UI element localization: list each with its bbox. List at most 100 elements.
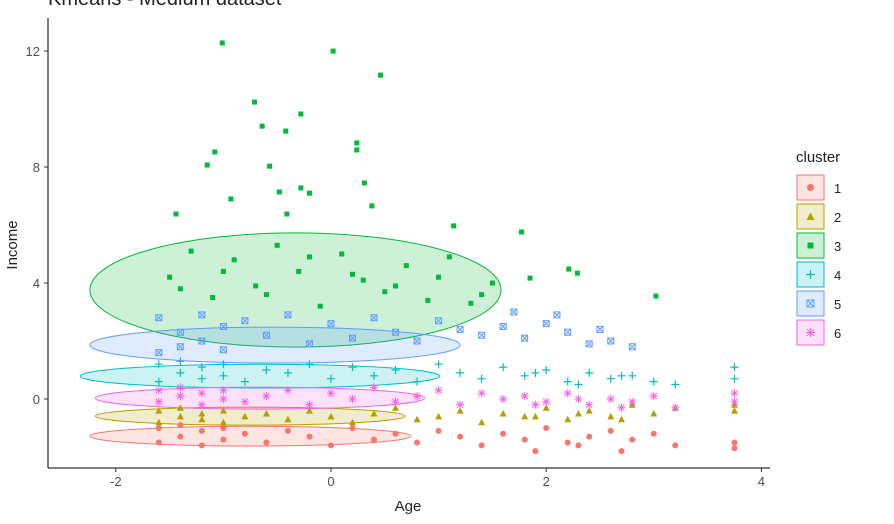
legend-symbol [806, 270, 815, 279]
point [392, 328, 400, 336]
point [456, 368, 465, 377]
point [274, 242, 280, 248]
point [543, 424, 550, 431]
point [219, 346, 227, 354]
legend-label: 1 [834, 181, 841, 196]
point [382, 289, 388, 295]
point [267, 163, 273, 169]
point [241, 317, 249, 325]
point [327, 442, 334, 449]
point [306, 433, 313, 440]
point [198, 442, 205, 449]
point [283, 368, 292, 377]
point [413, 337, 421, 345]
point [435, 427, 442, 434]
point [468, 300, 474, 306]
point [231, 257, 237, 263]
point [542, 404, 550, 411]
point [370, 409, 378, 417]
point [176, 328, 184, 336]
point [369, 203, 375, 209]
point [360, 277, 366, 283]
point [392, 430, 399, 437]
legend-symbol [806, 212, 815, 220]
point [574, 380, 583, 389]
y-axis-label: Income [4, 220, 21, 269]
point [176, 368, 185, 377]
point [436, 274, 442, 280]
point [564, 415, 572, 423]
point [154, 386, 163, 395]
point [176, 357, 185, 366]
point [284, 427, 291, 434]
point [671, 403, 680, 412]
legend-label: 4 [834, 268, 841, 283]
point [219, 371, 228, 380]
chart-title: Kmeans - Medium dataset [48, 0, 282, 10]
point [220, 424, 227, 431]
point [413, 377, 422, 386]
point [330, 48, 336, 54]
point [370, 371, 379, 380]
point [425, 297, 431, 303]
point [650, 409, 658, 417]
cluster-ellipse [89, 232, 502, 348]
point [564, 328, 572, 336]
point [434, 360, 443, 369]
cluster-ellipse [94, 386, 426, 410]
point [532, 448, 539, 455]
point [220, 268, 226, 274]
point [154, 377, 163, 386]
point [479, 292, 485, 298]
point [262, 331, 270, 339]
point [413, 392, 422, 401]
point [262, 365, 271, 374]
point [531, 412, 539, 420]
point [477, 374, 486, 383]
point [521, 334, 529, 342]
point [219, 394, 228, 403]
point [284, 211, 290, 217]
point [456, 407, 464, 414]
point [219, 418, 227, 426]
point [628, 343, 636, 351]
legend-key [796, 203, 825, 230]
point [671, 380, 680, 389]
point [456, 400, 465, 409]
point [283, 128, 289, 134]
point [284, 415, 292, 423]
y-tick-label: 12 [26, 44, 40, 59]
point [155, 407, 163, 414]
point [349, 424, 356, 431]
point [435, 412, 443, 420]
point [155, 349, 163, 357]
point [177, 433, 184, 440]
point [176, 412, 184, 420]
point [574, 394, 583, 403]
point [154, 397, 163, 406]
legend-title: cluster [796, 149, 840, 166]
point [586, 433, 593, 440]
y-tick-label: 4 [33, 276, 40, 291]
point [240, 377, 249, 386]
legend-symbol [806, 328, 815, 337]
point [414, 439, 421, 446]
legend-label: 2 [834, 210, 841, 225]
point [403, 263, 409, 269]
cluster-ellipse [89, 326, 461, 364]
point [370, 314, 378, 322]
point [478, 442, 485, 449]
point [499, 323, 507, 331]
point [176, 392, 185, 401]
point [197, 374, 206, 383]
point [629, 436, 636, 443]
point [542, 397, 551, 406]
point [499, 409, 507, 417]
point [521, 412, 529, 420]
point [478, 331, 486, 339]
point [477, 389, 486, 398]
point [521, 436, 528, 443]
point [326, 374, 335, 383]
point [434, 386, 443, 395]
